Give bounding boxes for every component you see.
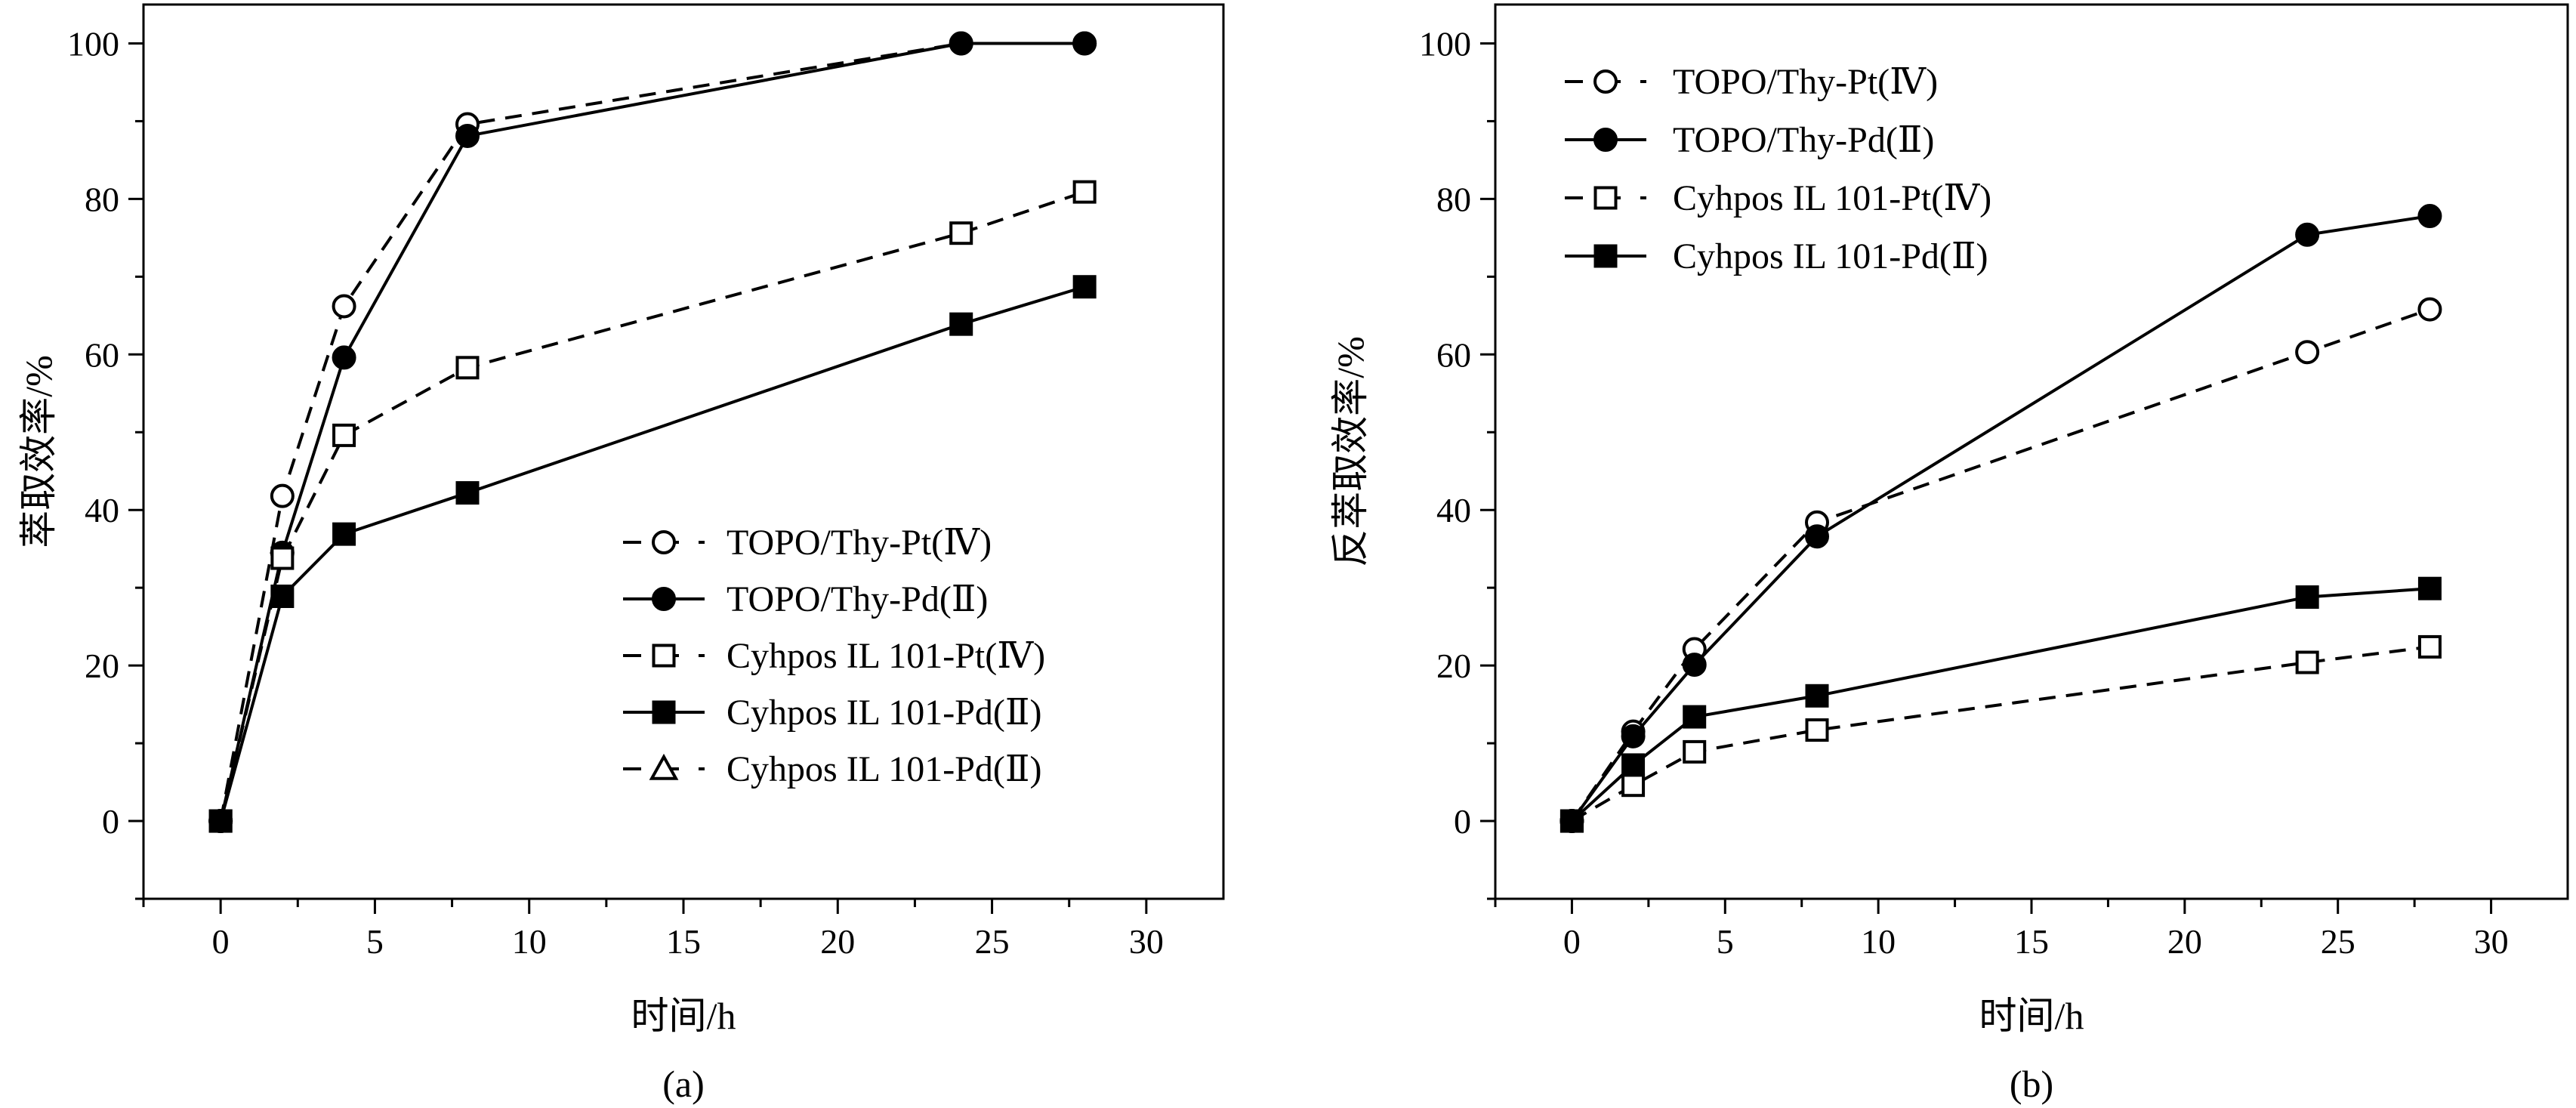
legend-entry-1: TOPO/Thy-Pd(Ⅱ) (1673, 120, 1934, 160)
x-axis-title: 时间/h (631, 995, 736, 1037)
y-tick-label: 40 (1436, 491, 1471, 529)
panel-caption: (a) (662, 1063, 705, 1105)
data-point-series-2 (455, 356, 480, 380)
y-tick-label: 100 (67, 24, 119, 63)
data-point-series-3 (949, 312, 973, 336)
data-point-series-3 (270, 584, 295, 608)
data-point-series-2 (1683, 739, 1707, 764)
legend-entry-0: TOPO/Thy-Pt(Ⅳ) (727, 523, 992, 563)
data-point-series-3 (455, 481, 480, 505)
data-point-series-1 (455, 123, 480, 148)
data-point-series-2 (1072, 180, 1097, 204)
data-point-series-2 (1805, 718, 1829, 742)
x-tick-label: 15 (2014, 922, 2049, 961)
data-point-series-1 (1805, 524, 1829, 549)
chart-panel-b: 0 5 10 15 20 25 30 0 20 40 60 80 100 时间/h 反萃取效率/% (b) TO… (1329, 3, 2569, 1105)
data-point-series-1 (1621, 724, 1646, 748)
y-tick-label: 60 (1436, 335, 1471, 374)
series-line-0 (1570, 307, 2431, 823)
legend-entry-1: TOPO/Thy-Pd(Ⅱ) (727, 579, 988, 619)
x-tick-label: 15 (666, 922, 701, 961)
series-line-1 (1570, 215, 2430, 823)
legend-marker-1 (1593, 128, 1618, 152)
x-tick-label: 10 (1861, 922, 1896, 961)
y-tick-label: 20 (1436, 647, 1471, 685)
series-line-3 (219, 285, 1085, 822)
data-point-series-0 (332, 294, 356, 319)
data-point-series-1 (1072, 31, 1097, 56)
y-tick-label: 40 (85, 491, 119, 529)
data-point-series-1 (2417, 204, 2442, 229)
legend-entry-3: Cyhpos IL 101-Pd(Ⅱ) (727, 693, 1042, 733)
data-point-series-3 (2295, 585, 2319, 610)
legend-marker-2 (1593, 186, 1618, 210)
x-tick-label: 0 (212, 922, 230, 961)
chart-panel-a: 0 5 10 15 20 25 30 0 20 40 60 80 100 时间/h 萃取效率/% (a) TOP… (17, 3, 1225, 1105)
data-point-series-1 (1682, 653, 1707, 677)
data-point-series-3 (1072, 275, 1097, 299)
legend-entry-4: Cyhpos IL 101-Pd(Ⅱ) (727, 749, 1042, 789)
legend-marker-4 (649, 753, 679, 780)
data-point-series-1 (332, 345, 356, 370)
data-point-series-3 (2417, 576, 2442, 600)
y-tick-label: 60 (85, 335, 119, 374)
x-tick-label: 0 (1563, 922, 1581, 961)
plot-frame (142, 3, 1225, 900)
legend-marker-2 (652, 644, 676, 668)
data-point-series-3 (1621, 753, 1646, 777)
data-point-series-2 (2417, 634, 2442, 659)
x-tick-label: 20 (2167, 922, 2202, 961)
x-axis-title: 时间/h (1979, 995, 2084, 1037)
y-axis-title: 反萃取效率/% (1329, 336, 1371, 567)
y-tick-label: 0 (102, 802, 119, 841)
data-point-series-3 (208, 809, 233, 833)
data-point-series-0 (2417, 297, 2442, 322)
y-tick-label: 20 (85, 647, 119, 685)
x-tick-label: 30 (1129, 922, 1164, 961)
data-point-series-0 (270, 483, 295, 508)
data-point-series-2 (2295, 650, 2319, 674)
legend-entry-3: Cyhpos IL 101-Pd(Ⅱ) (1673, 236, 1988, 276)
data-point-series-3 (1683, 705, 1707, 729)
data-point-series-1 (2295, 222, 2320, 247)
x-tick-label: 10 (512, 922, 547, 961)
data-point-series-3 (1805, 684, 1829, 708)
data-point-series-2 (949, 221, 973, 245)
y-tick-label: 100 (1419, 24, 1471, 63)
panel-caption: (b) (2010, 1063, 2053, 1105)
data-point-series-0 (2295, 340, 2320, 365)
legend-entry-2: Cyhpos IL 101-Pt(Ⅳ) (727, 636, 1045, 676)
x-tick-label: 5 (1717, 922, 1734, 961)
legend-marker-0 (1593, 69, 1618, 94)
x-tick-label: 20 (820, 922, 855, 961)
legend: TOPO/Thy-Pt(Ⅳ) TOPO/Thy-Pd(Ⅱ) Cyhpos IL 10… (623, 523, 1045, 789)
data-point-series-2 (1621, 773, 1646, 798)
y-tick-label: 80 (1436, 180, 1471, 218)
data-point-series-3 (332, 522, 356, 546)
x-tick-label: 25 (2321, 922, 2355, 961)
data-point-series-3 (1559, 809, 1584, 833)
legend-marker-3 (1593, 244, 1618, 268)
x-tick-label: 5 (366, 922, 384, 961)
legend-marker-0 (652, 530, 676, 554)
legend-marker-1 (652, 587, 676, 611)
y-tick-label: 80 (85, 180, 119, 218)
plot-frame (1494, 3, 2569, 900)
y-tick-label: 0 (1454, 802, 1471, 841)
data-point-series-2 (270, 546, 295, 570)
x-tick-label: 30 (2474, 922, 2509, 961)
data-point-series-1 (949, 31, 973, 56)
legend-entry-2: Cyhpos IL 101-Pt(Ⅳ) (1673, 178, 1991, 218)
legend: TOPO/Thy-Pt(Ⅳ) TOPO/Thy-Pd(Ⅱ) Cyhpos IL 10… (1565, 62, 1991, 276)
x-tick-label: 25 (975, 922, 1010, 961)
data-point-series-2 (332, 423, 356, 447)
y-axis-title: 萃取效率/% (17, 355, 60, 548)
legend-entry-0: TOPO/Thy-Pt(Ⅳ) (1673, 62, 1938, 102)
legend-marker-3 (652, 700, 676, 724)
